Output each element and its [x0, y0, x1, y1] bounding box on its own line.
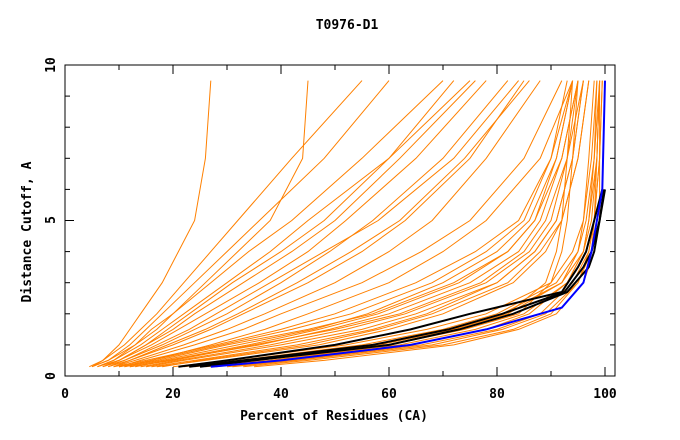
y-tick-label: 0 [44, 372, 59, 380]
x-tick-label: 60 [381, 387, 397, 402]
x-tick-label: 80 [489, 387, 505, 402]
model-curve [135, 80, 579, 368]
y-tick-label: 10 [44, 57, 59, 73]
model-curve [140, 80, 584, 368]
model-curve [91, 80, 390, 368]
model-curve [91, 80, 363, 368]
x-tick-label: 40 [273, 387, 289, 402]
model-curve [156, 80, 590, 368]
highlight-curve-black-2 [189, 189, 605, 368]
model-curve [97, 80, 471, 368]
x-tick-label: 100 [593, 387, 617, 402]
model-curve [108, 80, 525, 368]
model-curve [210, 80, 598, 368]
model-curve [124, 80, 574, 368]
highlight-curve-black-1 [178, 189, 604, 368]
model-curve [97, 80, 476, 368]
y-axis-label: Distance Cutoff, A [20, 161, 35, 302]
model-curve [124, 80, 574, 368]
model-curve [97, 80, 444, 368]
model-curve [199, 80, 601, 368]
x-tick-label: 20 [165, 387, 181, 402]
model-curve [91, 80, 309, 368]
model-curve [108, 80, 519, 368]
series-layer [89, 80, 606, 368]
highlight-curve-black-3 [199, 189, 606, 368]
x-axis-label: Percent of Residues (CA) [240, 409, 428, 424]
plot-frame [64, 64, 616, 377]
model-curve [102, 80, 455, 368]
model-curve [102, 80, 509, 368]
axis-ticks [64, 64, 615, 377]
y-tick-labels: 0 5 10 [44, 57, 59, 380]
model-curve [162, 80, 590, 368]
model-curve [129, 80, 574, 368]
model-curve [118, 80, 579, 368]
x-tick-label: 0 [61, 387, 69, 402]
model-curve [102, 80, 487, 368]
model-curve [118, 80, 574, 368]
model-curve [89, 80, 212, 368]
model-curve [226, 80, 603, 368]
model-curve [232, 80, 601, 368]
model-curve [151, 80, 584, 368]
y-tick-label: 5 [44, 216, 59, 224]
chart-title: T0976-D1 [316, 18, 379, 33]
x-tick-labels: 0 20 40 60 80 100 [61, 387, 617, 402]
model-curve [113, 80, 530, 368]
highlight-curve-blue [210, 80, 606, 368]
model-curve [118, 80, 563, 368]
model-curve [113, 80, 541, 368]
model-curve [243, 80, 601, 368]
